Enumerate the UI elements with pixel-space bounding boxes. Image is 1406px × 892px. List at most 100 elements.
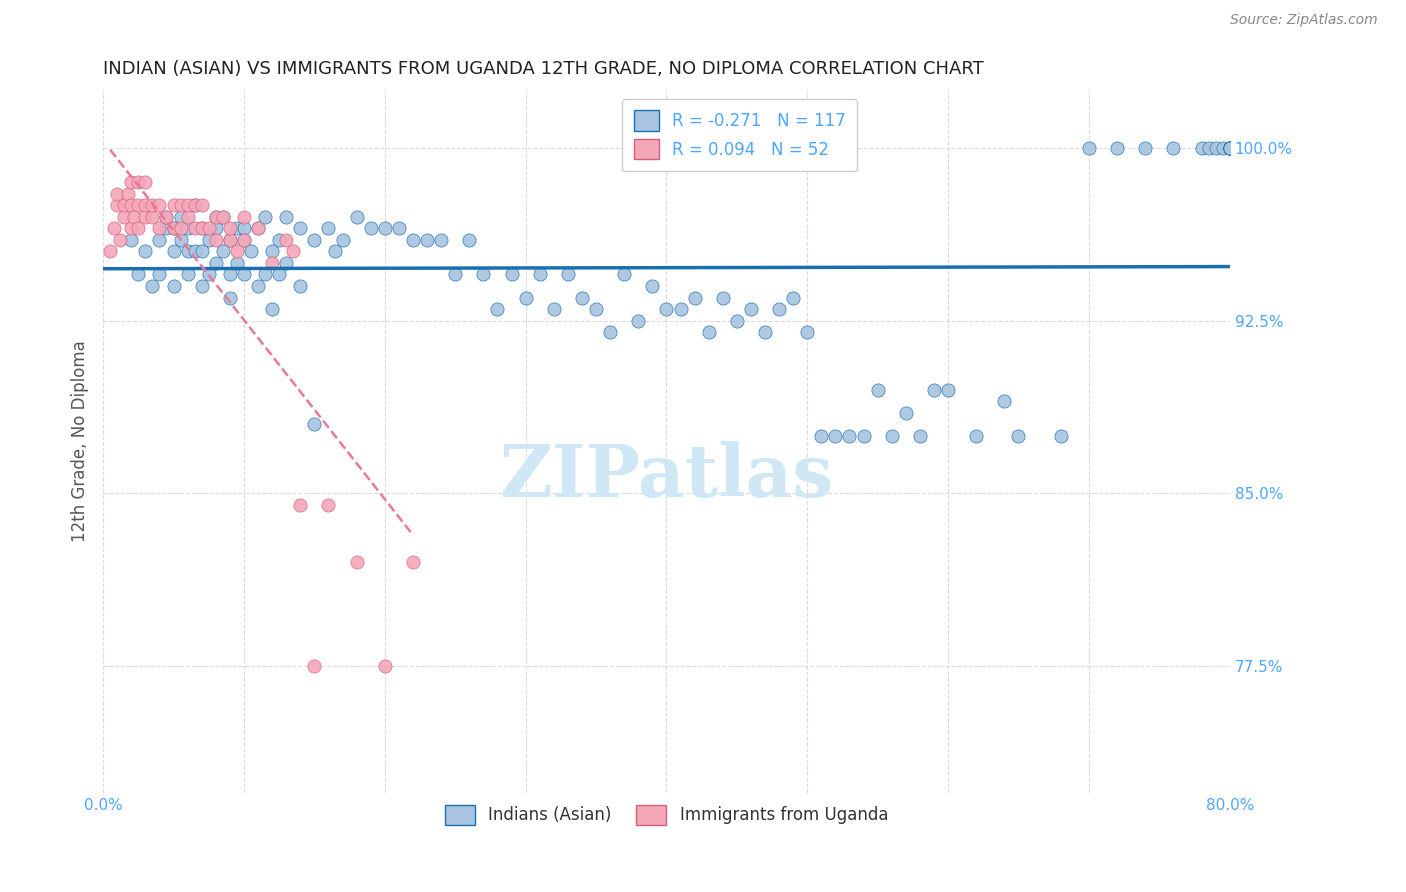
Point bbox=[233, 221, 256, 235]
Point bbox=[148, 221, 170, 235]
Point bbox=[585, 301, 607, 316]
Point bbox=[226, 244, 249, 259]
Point bbox=[183, 198, 205, 212]
Point bbox=[211, 244, 233, 259]
Point bbox=[169, 198, 191, 212]
Text: INDIAN (ASIAN) VS IMMIGRANTS FROM UGANDA 12TH GRADE, NO DIPLOMA CORRELATION CHAR: INDIAN (ASIAN) VS IMMIGRANTS FROM UGANDA… bbox=[103, 60, 984, 78]
Point bbox=[318, 498, 340, 512]
Point bbox=[169, 221, 191, 235]
Point bbox=[852, 428, 875, 442]
Point bbox=[725, 313, 748, 327]
Point bbox=[197, 221, 219, 235]
Point bbox=[290, 221, 312, 235]
Point bbox=[127, 221, 149, 235]
Point bbox=[233, 233, 256, 247]
Point bbox=[1077, 141, 1099, 155]
Point bbox=[472, 268, 495, 282]
Point bbox=[1212, 141, 1234, 155]
Point bbox=[283, 244, 305, 259]
Point bbox=[183, 198, 205, 212]
Point bbox=[304, 417, 326, 432]
Point bbox=[127, 198, 149, 212]
Point bbox=[866, 383, 889, 397]
Point bbox=[240, 244, 263, 259]
Legend: Indians (Asian), Immigrants from Uganda: Indians (Asian), Immigrants from Uganda bbox=[436, 797, 897, 833]
Point bbox=[543, 301, 565, 316]
Point bbox=[1049, 428, 1071, 442]
Point bbox=[641, 279, 664, 293]
Point bbox=[105, 198, 128, 212]
Point bbox=[211, 210, 233, 224]
Point bbox=[176, 268, 198, 282]
Point bbox=[120, 233, 142, 247]
Point bbox=[1191, 141, 1213, 155]
Point bbox=[226, 256, 249, 270]
Point bbox=[98, 244, 121, 259]
Point bbox=[1219, 141, 1241, 155]
Point bbox=[922, 383, 945, 397]
Point bbox=[908, 428, 931, 442]
Point bbox=[134, 198, 156, 212]
Point bbox=[1198, 141, 1220, 155]
Point bbox=[218, 233, 240, 247]
Point bbox=[247, 221, 270, 235]
Point bbox=[169, 210, 191, 224]
Point bbox=[332, 233, 354, 247]
Point bbox=[127, 175, 149, 189]
Point bbox=[120, 198, 142, 212]
Point bbox=[262, 301, 284, 316]
Point bbox=[204, 210, 226, 224]
Point bbox=[233, 233, 256, 247]
Point bbox=[190, 221, 212, 235]
Point bbox=[155, 221, 177, 235]
Point bbox=[1219, 141, 1241, 155]
Point bbox=[197, 233, 219, 247]
Point bbox=[1105, 141, 1128, 155]
Point bbox=[486, 301, 509, 316]
Point bbox=[134, 175, 156, 189]
Point bbox=[838, 428, 860, 442]
Point bbox=[204, 210, 226, 224]
Point bbox=[782, 291, 804, 305]
Point bbox=[571, 291, 593, 305]
Point bbox=[134, 210, 156, 224]
Point bbox=[176, 221, 198, 235]
Text: ZIPatlas: ZIPatlas bbox=[499, 441, 834, 512]
Point bbox=[529, 268, 551, 282]
Point bbox=[501, 268, 523, 282]
Point bbox=[1163, 141, 1185, 155]
Point bbox=[269, 233, 291, 247]
Point bbox=[388, 221, 411, 235]
Point bbox=[233, 210, 256, 224]
Point bbox=[697, 325, 720, 339]
Point bbox=[810, 428, 832, 442]
Point bbox=[211, 210, 233, 224]
Point bbox=[515, 291, 537, 305]
Point bbox=[880, 428, 903, 442]
Point bbox=[190, 244, 212, 259]
Point bbox=[262, 256, 284, 270]
Point bbox=[1007, 428, 1029, 442]
Point bbox=[162, 244, 184, 259]
Point bbox=[134, 244, 156, 259]
Point bbox=[824, 428, 846, 442]
Point bbox=[176, 198, 198, 212]
Point bbox=[402, 233, 425, 247]
Point bbox=[1219, 141, 1241, 155]
Point bbox=[269, 268, 291, 282]
Point bbox=[1219, 141, 1241, 155]
Point bbox=[183, 244, 205, 259]
Point bbox=[233, 268, 256, 282]
Point bbox=[162, 198, 184, 212]
Point bbox=[669, 301, 692, 316]
Point bbox=[141, 279, 163, 293]
Point bbox=[254, 268, 277, 282]
Y-axis label: 12th Grade, No Diploma: 12th Grade, No Diploma bbox=[72, 341, 89, 542]
Point bbox=[402, 555, 425, 569]
Point bbox=[290, 498, 312, 512]
Point bbox=[304, 233, 326, 247]
Point bbox=[965, 428, 987, 442]
Text: Source: ZipAtlas.com: Source: ZipAtlas.com bbox=[1230, 13, 1378, 28]
Point bbox=[204, 256, 226, 270]
Point bbox=[169, 233, 191, 247]
